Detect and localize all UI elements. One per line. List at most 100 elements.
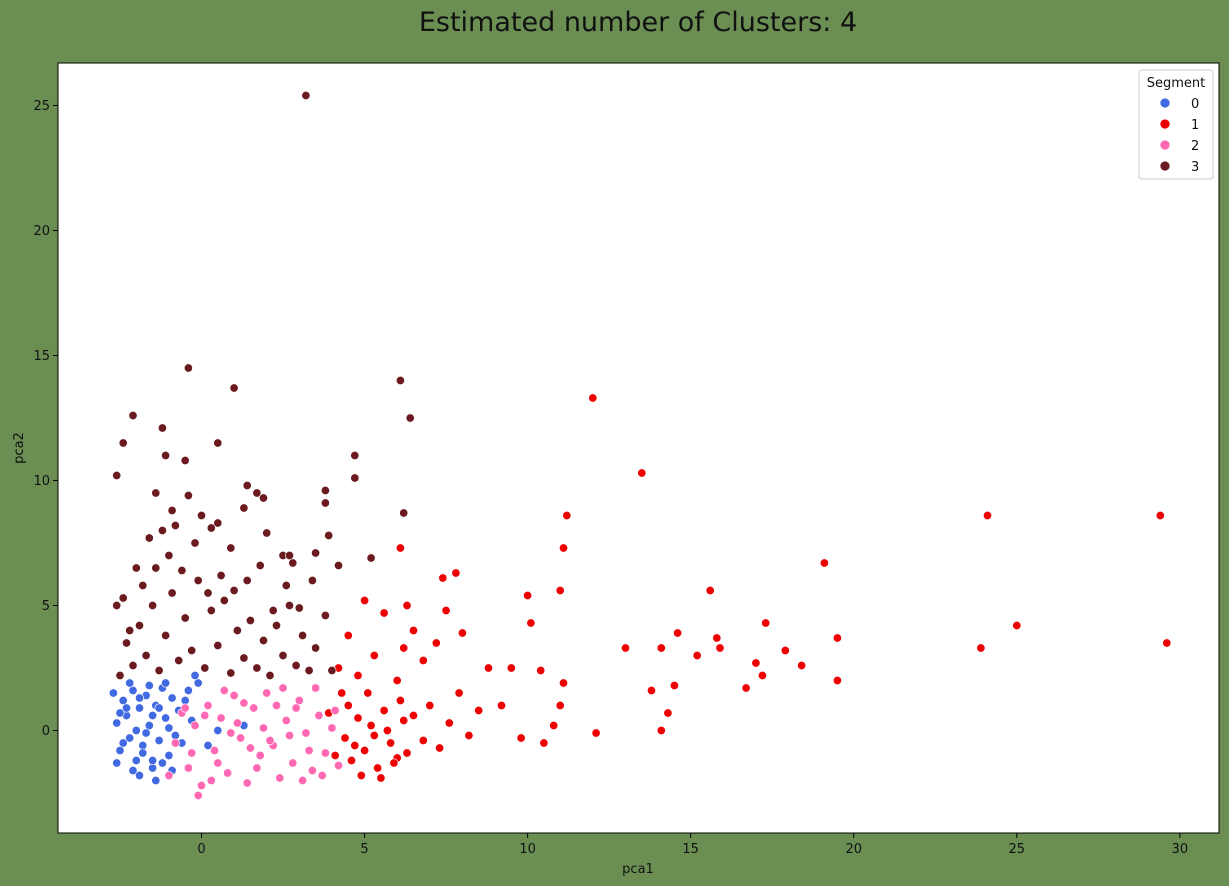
data-point [982, 510, 993, 521]
data-point [258, 635, 269, 646]
data-point [180, 703, 190, 713]
data-point [483, 663, 494, 673]
y-tick-label: 20 [33, 224, 50, 239]
data-point [190, 538, 200, 548]
data-point [118, 593, 128, 603]
data-point [183, 490, 193, 501]
data-point [337, 688, 347, 698]
data-point [219, 685, 229, 696]
data-point [108, 688, 118, 698]
data-point [115, 708, 125, 718]
data-point [340, 733, 350, 743]
data-point [474, 705, 484, 716]
data-point [170, 520, 180, 531]
data-point [418, 735, 428, 746]
data-point [219, 595, 229, 606]
data-point [249, 703, 259, 713]
data-point [558, 678, 569, 688]
data-point [392, 675, 402, 686]
data-point [213, 725, 223, 736]
data-point [265, 735, 275, 746]
data-point [278, 650, 288, 661]
data-point [258, 723, 269, 733]
data-point [457, 628, 467, 638]
legend-label: 3 [1191, 160, 1199, 175]
data-point [523, 590, 533, 601]
data-point [311, 548, 321, 558]
data-point [382, 725, 392, 736]
data-point [131, 725, 141, 736]
data-point [200, 663, 210, 673]
data-point [203, 700, 213, 711]
data-point [301, 728, 311, 738]
data-point [239, 653, 249, 663]
data-point [291, 660, 301, 671]
y-tick-label: 10 [33, 474, 50, 489]
data-point [360, 745, 370, 756]
data-point [115, 745, 125, 756]
data-point [712, 633, 722, 643]
data-point [284, 730, 295, 741]
data-point [369, 650, 379, 661]
data-point [125, 625, 135, 636]
data-point [324, 530, 334, 541]
data-point [320, 485, 330, 496]
data-point [170, 738, 180, 748]
data-point [190, 670, 200, 681]
data-point [206, 605, 216, 616]
legend-marker [1159, 160, 1171, 172]
data-point [141, 728, 151, 738]
data-point [177, 565, 187, 576]
data-point [187, 645, 197, 656]
data-point [663, 708, 673, 718]
data-point [121, 703, 132, 713]
data-point [157, 525, 167, 536]
data-point [164, 550, 174, 561]
data-point [275, 773, 285, 783]
data-point [395, 375, 405, 386]
data-point [506, 663, 516, 673]
data-point [148, 763, 158, 773]
data-point [402, 600, 412, 611]
series-0 [108, 670, 249, 786]
data-point [751, 658, 761, 668]
data-point [213, 518, 223, 528]
data-point [435, 743, 445, 753]
data-point [363, 688, 373, 698]
data-point [399, 715, 409, 726]
data-point [128, 765, 138, 776]
data-point [200, 710, 210, 721]
data-point [301, 90, 311, 101]
y-axis-label: pca2 [12, 432, 27, 464]
data-point [161, 678, 171, 688]
data-point [258, 493, 269, 503]
data-point [350, 450, 360, 461]
data-point [350, 740, 360, 751]
data-point [216, 713, 226, 723]
data-point [203, 740, 213, 751]
data-point [464, 730, 474, 741]
data-point [138, 740, 148, 751]
data-point [134, 693, 145, 703]
data-point [174, 655, 184, 666]
data-point [252, 488, 262, 498]
data-point [148, 710, 158, 721]
data-point [350, 473, 360, 483]
data-point [255, 560, 265, 571]
data-point [298, 630, 308, 641]
data-point [376, 773, 386, 783]
data-point [203, 588, 213, 598]
data-point [311, 643, 321, 653]
data-point [134, 770, 145, 781]
data-point [144, 720, 154, 731]
data-point [304, 745, 314, 756]
data-point [193, 790, 203, 801]
data-point [193, 575, 203, 586]
data-point [144, 533, 154, 543]
data-point [395, 543, 405, 553]
data-point [444, 718, 454, 728]
data-point [262, 688, 272, 698]
data-point [408, 710, 419, 721]
data-point [346, 755, 357, 766]
